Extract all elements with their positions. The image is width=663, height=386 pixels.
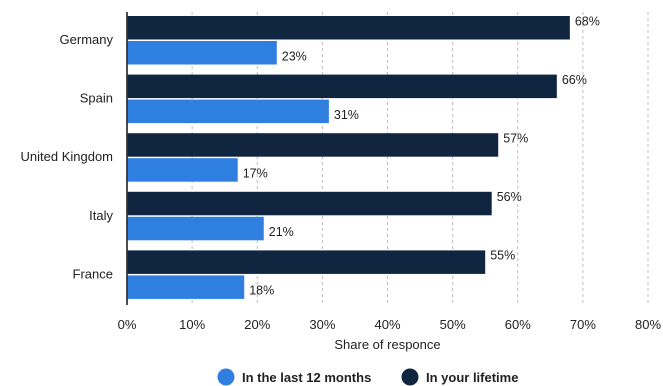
bar-last-12-months[interactable] bbox=[127, 275, 245, 299]
bar-lifetime[interactable] bbox=[127, 133, 499, 157]
data-label: 23% bbox=[282, 49, 307, 63]
x-tick-label: 10% bbox=[179, 317, 205, 332]
x-axis-title: Share of responce bbox=[334, 337, 440, 352]
x-tick-label: 70% bbox=[570, 317, 596, 332]
data-label: 31% bbox=[334, 108, 359, 122]
legend-label-last-12-months[interactable]: In the last 12 months bbox=[242, 370, 371, 385]
data-label: 68% bbox=[575, 14, 600, 28]
bar-lifetime[interactable] bbox=[127, 250, 486, 274]
category-labels: Germany Spain United Kingdom Italy France bbox=[21, 32, 114, 281]
data-label: 55% bbox=[490, 249, 515, 263]
bars bbox=[127, 16, 570, 299]
category-label: France bbox=[73, 266, 113, 281]
data-label: 57% bbox=[503, 131, 528, 145]
category-label: United Kingdom bbox=[21, 149, 114, 164]
legend: In the last 12 months In your lifetime bbox=[217, 368, 518, 386]
value-labels: 68% 23% 66% 31% 57% 17% 56% 21% 55% 18% bbox=[243, 14, 600, 297]
x-tick-label: 60% bbox=[505, 317, 531, 332]
category-label: Italy bbox=[89, 208, 113, 223]
data-label: 66% bbox=[562, 73, 587, 87]
data-label: 21% bbox=[269, 225, 294, 239]
category-label: Spain bbox=[80, 91, 113, 106]
category-label: Germany bbox=[60, 32, 114, 47]
bar-lifetime[interactable] bbox=[127, 16, 570, 40]
data-label: 17% bbox=[243, 166, 268, 180]
bar-last-12-months[interactable] bbox=[127, 41, 277, 65]
data-label: 56% bbox=[497, 190, 522, 204]
x-tick-label: 40% bbox=[374, 317, 400, 332]
x-tick-label: 0% bbox=[118, 317, 137, 332]
x-tick-label: 80% bbox=[635, 317, 661, 332]
x-tick-label: 30% bbox=[309, 317, 335, 332]
bar-last-12-months[interactable] bbox=[127, 216, 264, 241]
legend-swatch-last-12-months[interactable] bbox=[217, 368, 235, 386]
bar-lifetime[interactable] bbox=[127, 74, 557, 99]
bar-last-12-months[interactable] bbox=[127, 99, 329, 124]
legend-swatch-lifetime[interactable] bbox=[401, 368, 419, 386]
x-tick-label: 20% bbox=[244, 317, 270, 332]
x-tick-label: 50% bbox=[440, 317, 466, 332]
x-tick-labels: 0% 10% 20% 30% 40% 50% 60% 70% 80% bbox=[118, 317, 662, 332]
data-label: 18% bbox=[249, 284, 274, 298]
bar-lifetime[interactable] bbox=[127, 191, 492, 216]
legend-label-lifetime[interactable]: In your lifetime bbox=[426, 370, 518, 385]
bar-last-12-months[interactable] bbox=[127, 158, 238, 182]
